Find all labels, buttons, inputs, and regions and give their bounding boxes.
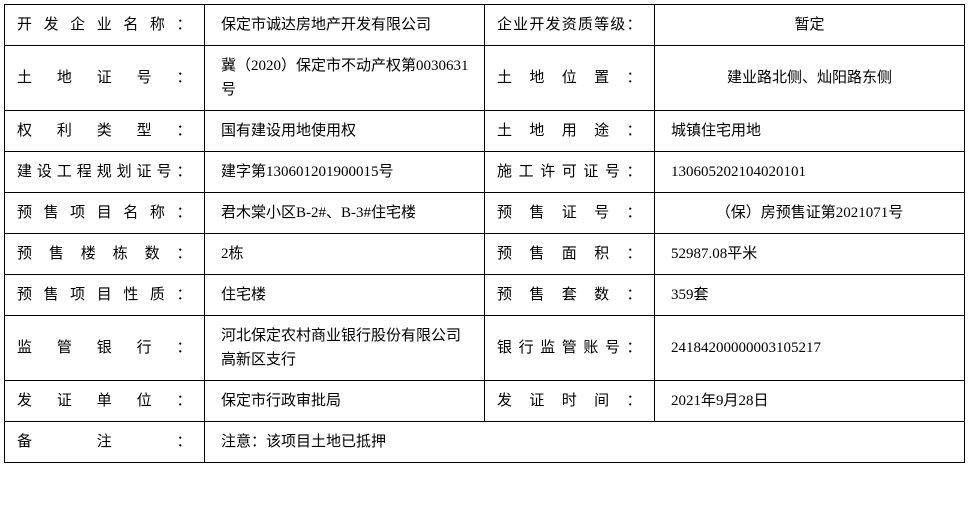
row-label-1: 监管银行： <box>5 316 205 381</box>
row-value-1: 保定市行政审批局 <box>205 381 485 422</box>
row-value-1: 建字第130601201900015号 <box>205 152 485 193</box>
row-label-1: 建设工程规划证号： <box>5 152 205 193</box>
row-label-1: 预售楼栋数： <box>5 234 205 275</box>
footer-value: 注意：该项目土地已抵押 <box>205 422 965 463</box>
row-value-1: 冀（2020）保定市不动产权第0030631号 <box>205 46 485 111</box>
row-label-2: 企业开发资质等级： <box>485 5 655 46</box>
table-row: 预售项目名称：君木棠小区B-2#、B-3#住宅楼预售证号：（保）房预售证第202… <box>5 193 965 234</box>
row-label-1: 预售项目性质： <box>5 275 205 316</box>
property-info-table: 开发企业名称：保定市诚达房地产开发有限公司企业开发资质等级：暂定土地证号：冀（2… <box>4 4 965 463</box>
row-label-1: 预售项目名称： <box>5 193 205 234</box>
table-row: 预售项目性质：住宅楼预售套数：359套 <box>5 275 965 316</box>
row-label-2: 预售证号： <box>485 193 655 234</box>
row-value-2: 52987.08平米 <box>655 234 965 275</box>
footer-label: 备注： <box>5 422 205 463</box>
table-row: 发证单位：保定市行政审批局发证时间：2021年9月28日 <box>5 381 965 422</box>
row-value-1: 保定市诚达房地产开发有限公司 <box>205 5 485 46</box>
row-value-2: 130605202104020101 <box>655 152 965 193</box>
row-value-2: 359套 <box>655 275 965 316</box>
table-row: 开发企业名称：保定市诚达房地产开发有限公司企业开发资质等级：暂定 <box>5 5 965 46</box>
row-label-2: 发证时间： <box>485 381 655 422</box>
row-label-2: 土地用途： <box>485 111 655 152</box>
table-row-footer: 备注：注意：该项目土地已抵押 <box>5 422 965 463</box>
row-value-1: 河北保定农村商业银行股份有限公司高新区支行 <box>205 316 485 381</box>
row-label-2: 预售面积： <box>485 234 655 275</box>
row-label-2: 施工许可证号： <box>485 152 655 193</box>
table-row: 建设工程规划证号：建字第130601201900015号施工许可证号：13060… <box>5 152 965 193</box>
table-row: 土地证号：冀（2020）保定市不动产权第0030631号土地位置：建业路北侧、灿… <box>5 46 965 111</box>
row-label-1: 开发企业名称： <box>5 5 205 46</box>
row-value-2: （保）房预售证第2021071号 <box>655 193 965 234</box>
row-label-1: 土地证号： <box>5 46 205 111</box>
row-value-2: 24184200000003105217 <box>655 316 965 381</box>
row-label-2: 预售套数： <box>485 275 655 316</box>
row-value-2: 建业路北侧、灿阳路东侧 <box>655 46 965 111</box>
table-row: 监管银行：河北保定农村商业银行股份有限公司高新区支行银行监管账号：2418420… <box>5 316 965 381</box>
table-row: 权利类型：国有建设用地使用权土地用途：城镇住宅用地 <box>5 111 965 152</box>
row-label-2: 土地位置： <box>485 46 655 111</box>
row-label-2: 银行监管账号： <box>485 316 655 381</box>
row-value-1: 国有建设用地使用权 <box>205 111 485 152</box>
row-label-1: 发证单位： <box>5 381 205 422</box>
row-label-1: 权利类型： <box>5 111 205 152</box>
row-value-2: 暂定 <box>655 5 965 46</box>
row-value-1: 住宅楼 <box>205 275 485 316</box>
table-row: 预售楼栋数：2栋预售面积：52987.08平米 <box>5 234 965 275</box>
row-value-1: 2栋 <box>205 234 485 275</box>
row-value-2: 2021年9月28日 <box>655 381 965 422</box>
row-value-2: 城镇住宅用地 <box>655 111 965 152</box>
row-value-1: 君木棠小区B-2#、B-3#住宅楼 <box>205 193 485 234</box>
